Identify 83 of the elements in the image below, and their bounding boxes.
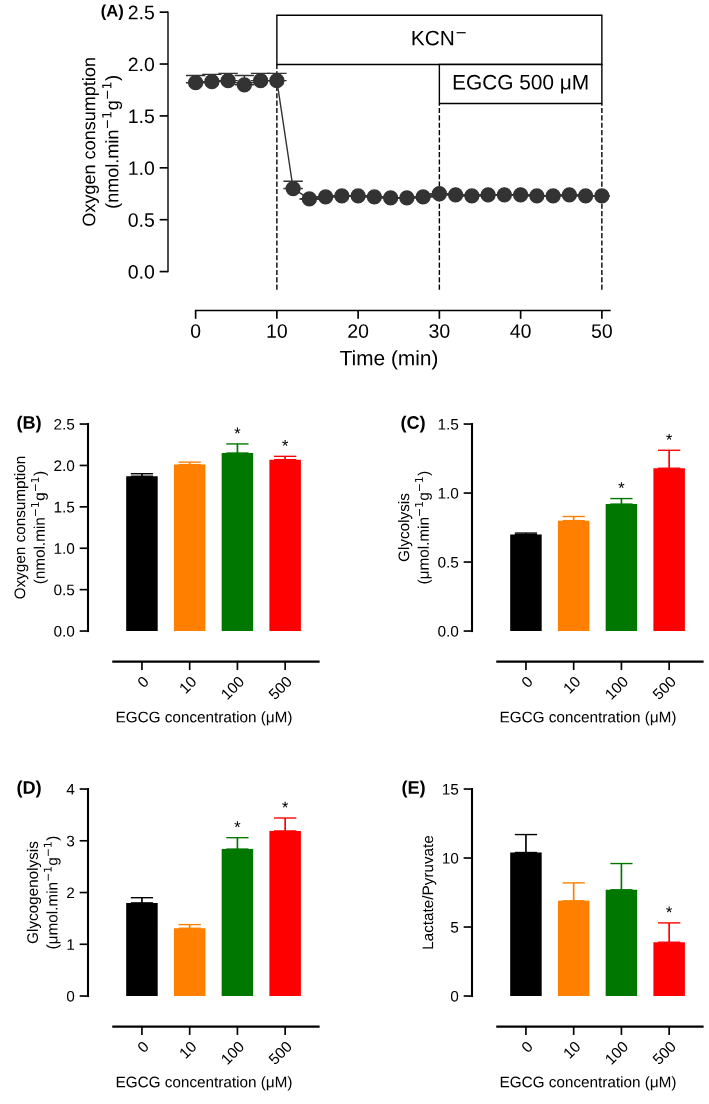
y-tick-label: 1.0: [438, 487, 459, 499]
point: [236, 77, 253, 93]
point: [285, 180, 301, 197]
chart-title: (E): [402, 780, 425, 798]
y-axis-title: Glycolysis (μmol.min$^{−1}$g$^{−1}$): [398, 471, 432, 584]
x-axis-title: EGCG concentration (μM): [500, 1076, 676, 1091]
point: [480, 187, 496, 203]
y-tick-label: 4: [66, 784, 75, 795]
y-tick-label: 2: [67, 887, 75, 899]
y-tick-label: 0.5: [438, 556, 459, 568]
x-tick-label: 0: [190, 324, 201, 338]
x-axis-title: EGCG concentration (μM): [116, 1076, 292, 1091]
bar: [173, 464, 206, 632]
x-tick-label: 100: [604, 675, 629, 700]
annotation: *: [666, 906, 673, 913]
x-axis-title: EGCG concentration (μM): [500, 711, 676, 726]
y-tick-label: 1.0: [129, 161, 155, 176]
annotation: *: [234, 821, 241, 828]
chart-title: (D): [17, 780, 41, 798]
x-tick-label: 500: [267, 1040, 293, 1066]
y-tick-label: 0.0: [54, 625, 75, 637]
y-axis-title: Oxygen consumption (nmol.min$^{−1}$g$^{−1}$): [82, 58, 123, 226]
x-tick-label: 500: [267, 675, 293, 701]
annotation: *: [282, 801, 289, 808]
y-tick-label: 2.5: [54, 418, 75, 430]
y-axis-title: Glycogenolysis (μmol.min$^{−1}$g$^{−1}$): [26, 836, 61, 949]
x-tick-label: 500: [651, 1040, 677, 1066]
x-tick-label: 100: [220, 1040, 245, 1065]
chart-title: (A): [101, 4, 123, 20]
x-tick-label: 0: [520, 1040, 534, 1054]
bar: [269, 459, 301, 632]
band-label: EGCG 500 μM: [453, 74, 588, 94]
x-axis-title: Time (min): [340, 350, 438, 370]
bar: [173, 928, 206, 997]
y-tick-label: 5: [450, 922, 459, 933]
y-tick-label: 0.5: [128, 213, 154, 227]
x-tick-label: 10: [562, 675, 582, 694]
band-label: KCN$^{−}$: [412, 30, 466, 46]
point: [301, 191, 318, 207]
y-tick-label: 0: [450, 990, 459, 1002]
bar: [510, 534, 542, 632]
x-tick-label: 50: [591, 324, 612, 338]
y-axis-title: Lactate/Pyruvate: [422, 835, 437, 949]
y-tick-label: 3: [66, 835, 75, 847]
x-tick-label: 40: [510, 324, 531, 338]
bar: [557, 520, 590, 632]
x-tick-label: 10: [178, 1040, 198, 1059]
y-tick-label: 1.5: [438, 419, 459, 430]
x-tick-label: 100: [604, 1040, 629, 1065]
x-tick-label: 0: [520, 675, 534, 689]
y-tick-label: 0.5: [54, 584, 75, 596]
point: [512, 187, 529, 203]
annotation: *: [666, 433, 673, 440]
point: [561, 187, 578, 203]
y-tick-label: 2.0: [128, 57, 155, 72]
x-tick-label: 500: [651, 675, 677, 701]
x-tick-label: 100: [220, 675, 245, 700]
annotation: *: [234, 427, 241, 434]
y-tick-label: 2.0: [54, 460, 75, 472]
y-tick-label: 2.5: [128, 5, 154, 20]
bar: [126, 902, 158, 997]
y-tick-label: 15: [442, 784, 459, 795]
x-tick-label: 10: [267, 324, 287, 338]
y-tick-label: 0.0: [128, 265, 155, 279]
y-axis-title: Oxygen consumption (nmol.min$^{−1}$g$^{−1}$): [14, 456, 48, 599]
y-tick-label: 1.5: [54, 501, 75, 513]
x-tick-label: 30: [429, 324, 450, 338]
x-tick-label: 10: [178, 675, 198, 694]
chart-title: (C): [401, 415, 425, 433]
x-axis-title: EGCG concentration (μM): [116, 711, 292, 726]
y-tick-label: 1.5: [129, 109, 154, 124]
x-tick-label: 10: [562, 1040, 582, 1059]
point: [496, 187, 513, 203]
y-tick-label: 10: [442, 852, 459, 864]
annotation: *: [282, 440, 289, 446]
annotation: *: [618, 482, 625, 489]
y-tick-label: 1: [67, 939, 75, 950]
y-tick-label: 1.0: [54, 543, 75, 554]
y-tick-label: 0.0: [438, 625, 459, 637]
bar: [126, 476, 158, 632]
y-tick-label: 0: [66, 990, 75, 1002]
x-tick-label: 20: [348, 324, 369, 338]
chart-title: (B): [17, 415, 41, 433]
